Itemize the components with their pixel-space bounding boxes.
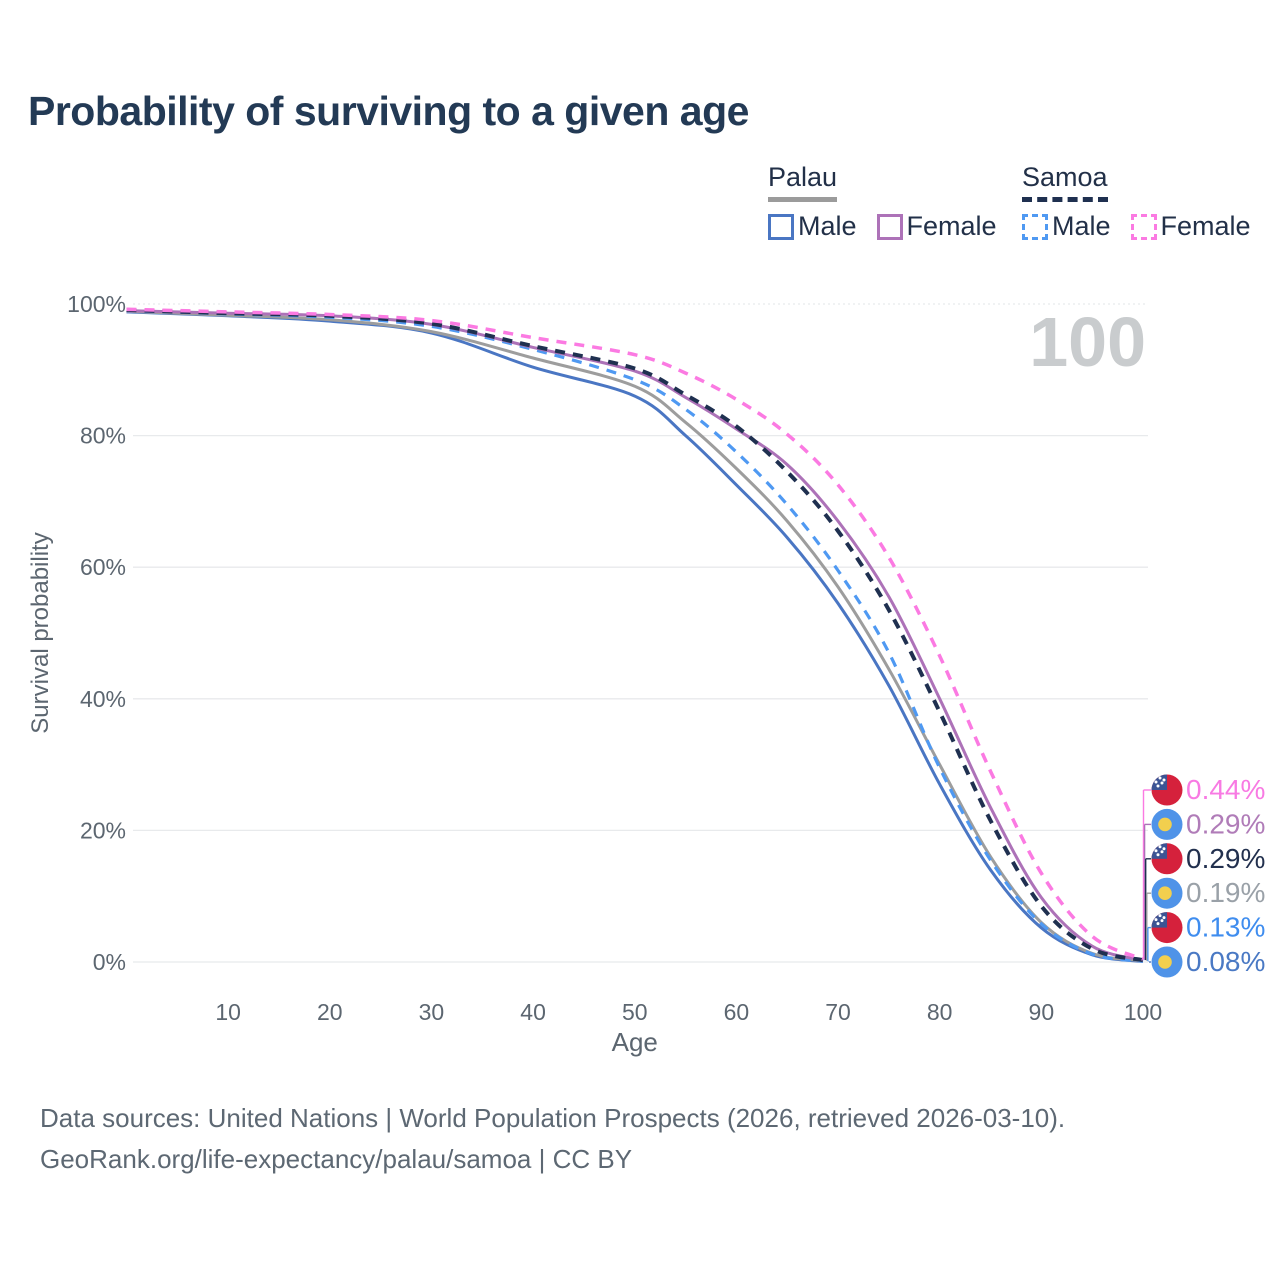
end-label-palau_male: 0.08%: [1186, 946, 1265, 977]
y-tick-label: 20%: [80, 817, 126, 843]
series-samoa_female-line[interactable]: [126, 307, 1144, 961]
legend-item-palau-male[interactable]: Male: [768, 211, 857, 242]
legend-item-samoa-male[interactable]: Male: [1022, 211, 1111, 242]
samoa-flag-canton: [1151, 843, 1167, 859]
x-tick-label: 20: [317, 999, 343, 1025]
legend-group-samoa: Samoa Male Female: [1022, 162, 1251, 242]
legend-item-samoa-female[interactable]: Female: [1130, 211, 1251, 242]
end-label-samoa_both: 0.29%: [1186, 843, 1265, 874]
samoa-flag-icon: [1151, 843, 1183, 875]
palau-flag-disc: [1158, 886, 1172, 900]
chart-footer: Data sources: United Nations | World Pop…: [40, 1098, 1200, 1180]
y-tick-label: 0%: [93, 949, 126, 975]
x-tick-label: 60: [724, 999, 750, 1025]
page-title: Probability of surviving to a given age: [28, 88, 749, 134]
x-tick-label: 30: [419, 999, 445, 1025]
palau-flag-icon: [1151, 808, 1183, 840]
samoa-flag-star: [1154, 849, 1158, 853]
legend-items-samoa: Male Female: [1022, 211, 1251, 242]
series-samoa_male-line[interactable]: [126, 309, 1144, 963]
end-label-palau_female: 0.29%: [1186, 808, 1265, 839]
legend-group-palau: Palau Male Female: [768, 162, 997, 242]
legend-item-label: Female: [906, 211, 997, 241]
palau-flag-disc: [1158, 817, 1172, 832]
legend-item-palau-female[interactable]: Female: [876, 211, 997, 242]
legend: Palau Male Female Samoa Male: [768, 162, 1268, 242]
x-tick-label: 50: [622, 999, 648, 1025]
legend-item-label: Male: [798, 211, 857, 241]
samoa-flag-star: [1154, 780, 1158, 784]
legend-items-palau: Male Female: [768, 211, 997, 242]
x-tick-label: 10: [215, 999, 241, 1025]
samoa-flag-star: [1154, 918, 1158, 922]
end-label-palau_both: 0.19%: [1186, 877, 1265, 908]
end-label-samoa_male: 0.13%: [1186, 912, 1265, 943]
palau-male-swatch-icon: [768, 213, 794, 240]
palau-female-swatch-icon: [876, 213, 903, 240]
palau-flag-icon: [1151, 877, 1183, 909]
y-tick-label: 40%: [80, 686, 126, 712]
palau-flag-disc: [1158, 955, 1172, 969]
data-sources-line: Data sources: United Nations | World Pop…: [40, 1103, 1066, 1133]
x-tick-label: 40: [520, 999, 546, 1025]
samoa-flag-icon: [1151, 774, 1183, 806]
x-axis-title: Age: [612, 1027, 658, 1057]
samoa-male-swatch-icon: [1022, 213, 1048, 240]
samoa-flag-star: [1158, 776, 1162, 780]
x-tick-label: 80: [927, 999, 953, 1025]
palau-flag-icon: [1151, 946, 1183, 978]
y-tick-label: 100%: [67, 291, 126, 317]
series-palau_female-line[interactable]: [126, 309, 1144, 962]
samoa-flag-star: [1158, 845, 1162, 849]
x-tick-label: 70: [825, 999, 851, 1025]
samoa-flag-star: [1156, 784, 1160, 788]
samoa-flag-canton: [1151, 912, 1167, 928]
legend-group-samoa-label[interactable]: Samoa: [1022, 162, 1108, 202]
samoa-female-swatch-icon: [1130, 213, 1157, 240]
end-label-samoa_female: 0.44%: [1186, 774, 1265, 805]
legend-item-label: Female: [1160, 211, 1251, 241]
samoa-flag-star: [1162, 778, 1166, 782]
samoa-flag-star: [1160, 850, 1164, 854]
samoa-flag-star: [1160, 919, 1164, 923]
samoa-flag-star: [1160, 781, 1164, 785]
age-watermark: 100: [1029, 303, 1146, 381]
legend-item-label: Male: [1052, 211, 1111, 241]
samoa-flag-icon: [1151, 912, 1183, 944]
y-tick-label: 80%: [80, 423, 126, 449]
y-axis-title: Survival probability: [27, 532, 54, 733]
series-palau_both-line[interactable]: [126, 309, 1144, 963]
samoa-flag-star: [1156, 853, 1160, 857]
samoa-flag-star: [1156, 922, 1160, 926]
legend-group-palau-label[interactable]: Palau: [768, 162, 838, 202]
x-tick-label: 100: [1124, 999, 1162, 1025]
samoa-flag-canton: [1151, 774, 1167, 790]
series-samoa_both-line[interactable]: [126, 307, 1144, 963]
samoa-flag-star: [1162, 847, 1166, 851]
attribution-line: GeoRank.org/life-expectancy/palau/samoa …: [40, 1144, 633, 1174]
samoa-flag-star: [1162, 916, 1166, 920]
x-tick-label: 90: [1029, 999, 1055, 1025]
series-palau_male-line[interactable]: [126, 310, 1144, 963]
y-tick-label: 60%: [80, 554, 126, 580]
samoa-flag-star: [1158, 914, 1162, 918]
